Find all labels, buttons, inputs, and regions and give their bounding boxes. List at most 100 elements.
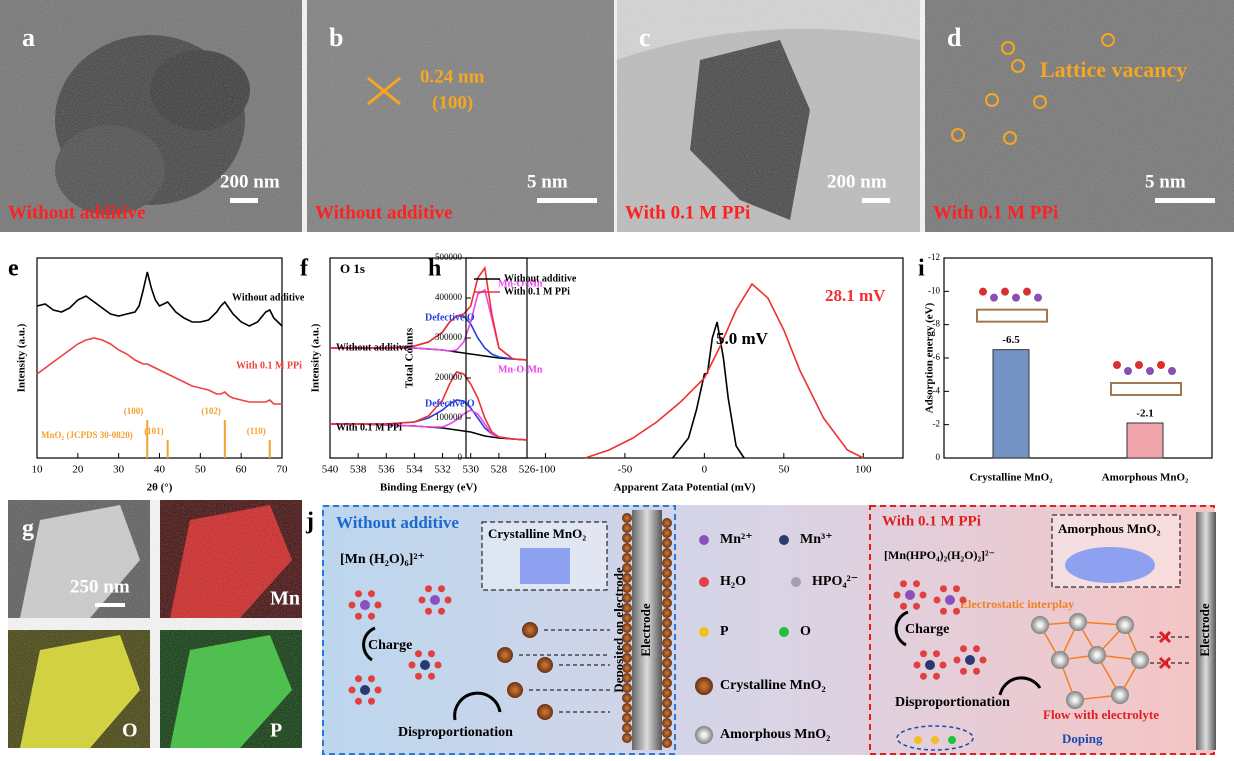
component-label: Defective O bbox=[425, 312, 475, 323]
deposit bbox=[662, 708, 672, 718]
x-tick-label: 40 bbox=[154, 464, 166, 476]
y-tick-label: -2 bbox=[933, 419, 941, 429]
element-label: P bbox=[270, 720, 282, 742]
legend-icon bbox=[695, 677, 713, 695]
deposit bbox=[622, 663, 632, 673]
deposit bbox=[662, 528, 672, 538]
ligand bbox=[428, 650, 435, 658]
reference-label: (101) bbox=[144, 426, 164, 436]
deposit bbox=[662, 568, 672, 578]
metal bbox=[925, 660, 935, 670]
x-tick-label: 534 bbox=[406, 464, 423, 476]
bar bbox=[992, 349, 1030, 459]
deposit bbox=[662, 618, 672, 628]
ligand bbox=[368, 697, 375, 705]
annotation: (100) bbox=[432, 92, 473, 113]
metal bbox=[965, 655, 975, 665]
x-axis-label: 2θ (°) bbox=[147, 482, 173, 494]
metal bbox=[360, 685, 370, 695]
legend-icon bbox=[695, 726, 713, 744]
panel-label: h bbox=[428, 256, 441, 282]
metal bbox=[945, 595, 955, 605]
ligand bbox=[408, 661, 416, 669]
deposit bbox=[622, 533, 632, 543]
panel-label: a bbox=[22, 23, 35, 52]
ligand bbox=[355, 675, 362, 683]
deposit bbox=[622, 613, 632, 623]
molecule-atom bbox=[1113, 361, 1121, 369]
data-line bbox=[36, 271, 283, 327]
electrode bbox=[1196, 512, 1216, 750]
scale-label: 200 nm bbox=[827, 171, 887, 192]
ligand bbox=[355, 612, 362, 620]
annotation: 5.0 mV bbox=[716, 329, 769, 348]
panel-label: b bbox=[329, 23, 343, 52]
legend-label: H₂O bbox=[720, 574, 746, 589]
metal bbox=[430, 595, 440, 605]
legend-label: Mn³⁺ bbox=[800, 532, 833, 547]
molecule-atom bbox=[1135, 361, 1143, 369]
y-tick-label: 300000 bbox=[435, 332, 463, 342]
annotation: 28.1 mV bbox=[825, 286, 886, 305]
legend-label: With 0.1 M PPi bbox=[504, 286, 570, 297]
ligand bbox=[900, 580, 907, 588]
box-label: Crystalline MnO₂ bbox=[488, 526, 586, 541]
y-tick-label: -10 bbox=[928, 285, 940, 295]
ligand bbox=[374, 601, 382, 609]
vacancy bbox=[951, 128, 965, 142]
crystal-block bbox=[520, 548, 570, 584]
deposit bbox=[662, 598, 672, 608]
amorphous-particle bbox=[1088, 646, 1106, 664]
x-tick-label: 526 bbox=[519, 464, 536, 476]
step: Disproportionation bbox=[398, 725, 513, 740]
scale-bar bbox=[1155, 198, 1215, 203]
ligand bbox=[374, 686, 382, 694]
deposit bbox=[662, 648, 672, 658]
legend-label: HPO₄²⁻ bbox=[812, 574, 858, 589]
lattice-mark bbox=[367, 76, 401, 106]
ligand bbox=[960, 645, 967, 653]
component-label: Mn-O-Mn bbox=[498, 278, 543, 289]
reference-name: MnO₂ (JCPDS 30-0820) bbox=[41, 430, 133, 440]
scale-label: 200 nm bbox=[220, 171, 280, 192]
panel-label: g bbox=[22, 516, 34, 542]
ligand bbox=[425, 585, 432, 593]
molecule-atom bbox=[1023, 287, 1031, 296]
data-line bbox=[330, 371, 528, 441]
ligand bbox=[348, 601, 356, 609]
y-axis-label: Intensity (a.u.) bbox=[16, 323, 28, 392]
caption: Without additive bbox=[8, 202, 145, 223]
panel-label: j bbox=[305, 509, 314, 535]
x-tick-label: 30 bbox=[113, 464, 125, 476]
ligand bbox=[355, 697, 362, 705]
x-tick-label: 0 bbox=[702, 464, 708, 476]
dopant bbox=[914, 736, 922, 744]
y-tick-label: 400000 bbox=[435, 292, 463, 302]
ligand bbox=[425, 607, 432, 615]
plot-frame bbox=[465, 257, 904, 459]
y-tick-label: 500000 bbox=[435, 252, 463, 262]
x-tick-label: 70 bbox=[277, 464, 289, 476]
y-tick-label: -4 bbox=[933, 385, 941, 395]
element-label: O bbox=[122, 720, 138, 742]
legend-icon bbox=[791, 577, 801, 587]
ligand bbox=[893, 591, 901, 599]
particle bbox=[507, 682, 523, 698]
y-tick-label: -6 bbox=[933, 352, 941, 362]
vacancy bbox=[1033, 95, 1047, 109]
particle bbox=[537, 657, 553, 673]
dopant bbox=[931, 736, 939, 744]
vacancy bbox=[1001, 41, 1015, 55]
y-tick-label: 100000 bbox=[435, 412, 463, 422]
legend-icon bbox=[779, 627, 789, 637]
amorphous-particle bbox=[1131, 651, 1149, 669]
y-axis-label: Adsorption energy (eV) bbox=[924, 302, 936, 413]
amorphous-particle bbox=[1111, 686, 1129, 704]
molecule-atom bbox=[1146, 367, 1154, 375]
deposit bbox=[622, 723, 632, 733]
deposit bbox=[622, 623, 632, 633]
amorphous-block bbox=[1065, 547, 1155, 583]
deposit bbox=[662, 738, 672, 748]
deposit bbox=[622, 543, 632, 553]
